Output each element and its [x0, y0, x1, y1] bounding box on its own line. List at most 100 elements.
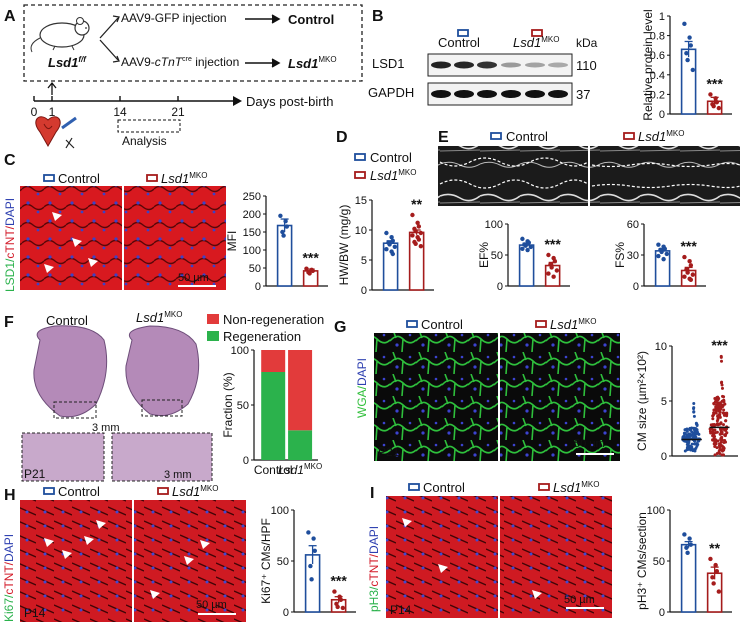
zoom-box-ko — [141, 399, 183, 417]
y-axis-label: CM size (µm²×10²) — [635, 351, 649, 451]
y-axis-label: pH3⁺ CMs/section — [635, 512, 649, 610]
scatter-point — [715, 446, 719, 450]
data-point — [682, 254, 687, 260]
data-point — [682, 274, 687, 279]
y-tick-label: 50 — [653, 556, 665, 568]
legend-ko-swatch-e — [623, 132, 635, 140]
data-point — [708, 556, 713, 562]
scatter-point — [711, 438, 715, 442]
legend-ko-d: Lsd1MKO — [370, 168, 416, 183]
data-point — [413, 229, 418, 234]
y-tick-label: 100 — [231, 345, 249, 357]
micrograph-i-ko — [500, 496, 612, 618]
data-point — [546, 271, 551, 276]
data-point — [552, 259, 558, 264]
legend-ko-swatch-d — [354, 171, 366, 179]
scatter-point — [718, 409, 722, 413]
micrograph-i-control — [386, 496, 498, 618]
data-point — [410, 233, 415, 238]
arrowhead-icon — [44, 520, 210, 599]
panel-e: E Control Lsd1MKO — [438, 129, 741, 206]
scatter-point — [722, 395, 726, 399]
y-tick-label: 150 — [243, 227, 261, 239]
data-point — [661, 256, 666, 262]
data-point — [685, 550, 690, 556]
echo-ko — [590, 146, 740, 206]
echo-control-trace — [439, 157, 589, 189]
scatter-point — [713, 428, 717, 432]
timeline — [33, 81, 242, 106]
micrograph-c-control — [20, 186, 122, 290]
legend-control-h: Control — [58, 484, 100, 499]
y-tick-label: 0.4 — [650, 70, 665, 82]
data-point — [416, 237, 422, 242]
age-label-h: P14 — [24, 606, 46, 620]
scatter-point — [692, 414, 696, 418]
legend-control-d: Control — [370, 150, 412, 165]
scatter-point — [716, 439, 720, 443]
legend-ko-e: Lsd1MKO — [638, 129, 684, 144]
data-point — [714, 100, 720, 105]
scatter-point — [696, 432, 700, 436]
scatter-point — [687, 447, 691, 451]
data-point — [309, 577, 314, 582]
legend-ko-b: Lsd1MKO — [513, 35, 559, 50]
y-tick-label: 50 — [237, 400, 249, 412]
heart-ko-title: Lsd1MKO — [136, 310, 182, 325]
legend-control-swatch-i — [408, 483, 420, 491]
scatter-point — [711, 434, 715, 438]
data-point — [713, 96, 718, 101]
panel-h-label: H — [4, 487, 16, 504]
panel-i-label: I — [370, 485, 374, 502]
zoom-inset-control — [21, 432, 105, 482]
legend-ko-swatch-h — [157, 487, 169, 495]
scatter-point — [722, 400, 726, 404]
scatter-point — [693, 442, 697, 446]
scatter-point — [725, 411, 729, 415]
panel-c-label: C — [4, 152, 16, 169]
data-point — [688, 542, 693, 547]
data-point — [682, 532, 687, 537]
data-point — [304, 266, 309, 271]
scatter-point — [717, 413, 721, 417]
timeline-tick-14: 14 — [113, 105, 127, 119]
days-label: Days post-birth — [246, 94, 333, 109]
panel-g-label: G — [334, 319, 346, 336]
scatter-point — [722, 408, 726, 412]
data-point — [716, 105, 722, 111]
scatter-point — [720, 448, 724, 452]
data-point — [332, 589, 337, 594]
significance-marker: *** — [544, 236, 561, 252]
y-axis-label: Relative protein level — [641, 9, 655, 120]
panel-d: D Control Lsd1MKO — [336, 129, 416, 183]
data-point — [413, 241, 418, 246]
data-point — [284, 224, 289, 229]
scatter-point — [691, 447, 695, 451]
data-point — [687, 536, 692, 541]
legend-control-b: Control — [438, 35, 480, 50]
y-tick-label: 100 — [271, 505, 289, 517]
scatter-point — [713, 445, 717, 449]
scale-text-i: 50 µm — [564, 594, 595, 606]
y-tick-label: 0 — [283, 607, 289, 619]
scatter-point — [716, 395, 720, 399]
scatter-point — [692, 410, 696, 414]
scatter-point — [694, 446, 698, 450]
significance-marker: *** — [330, 573, 347, 589]
scatter-point — [713, 423, 717, 427]
scatter-point — [724, 440, 728, 444]
scatter-point — [683, 439, 687, 443]
stacked-bar-segment — [288, 350, 313, 431]
y-tick-label: 0 — [659, 109, 665, 121]
heart-injection-icon — [35, 116, 77, 149]
y-tick-label: 0.8 — [650, 31, 665, 43]
y-tick-label: 0.6 — [650, 50, 665, 62]
arrowhead-icon — [402, 518, 542, 599]
panel-b-label: B — [372, 8, 384, 25]
scatter-point — [685, 429, 689, 433]
legend-ko-swatch-c — [146, 174, 158, 182]
y-tick-label: 100 — [243, 245, 261, 257]
data-point — [684, 51, 689, 56]
data-point — [523, 243, 528, 248]
